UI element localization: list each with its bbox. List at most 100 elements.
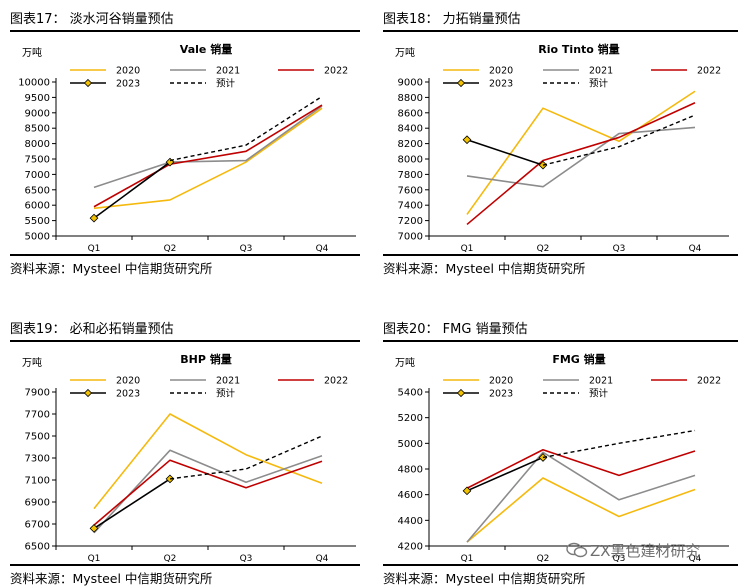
series-line-2023 xyxy=(93,161,171,219)
series-line-2020 xyxy=(466,477,696,543)
x-tick-label: Q4 xyxy=(316,554,329,562)
series-line-2020 xyxy=(93,413,323,510)
chart-rio-tinto: 万吨 Rio Tinto 销量 7000 7200 7400 7600 7800 8000 82… xyxy=(395,42,729,252)
y-tick-label: 6000 xyxy=(25,201,50,212)
legend-marker-2023 xyxy=(83,78,93,88)
series-line-2023 xyxy=(466,138,544,166)
unit-label: 万吨 xyxy=(395,356,415,369)
legend-label-2023: 2023 xyxy=(116,79,140,90)
y-tick-label: 9500 xyxy=(25,93,50,104)
y-tick-label: 8000 xyxy=(25,139,50,150)
y-tick-label: 8500 xyxy=(25,124,50,135)
bottom-rule xyxy=(10,254,360,256)
x-tick-label: Q3 xyxy=(240,554,253,562)
y-tick-label: 9000 xyxy=(398,78,423,89)
y-tick-label: 8000 xyxy=(398,155,423,166)
x-tick-label: Q4 xyxy=(689,554,702,562)
watermark: ZX黑色建材研究 xyxy=(566,540,701,561)
y-tick-label: 5500 xyxy=(25,216,50,227)
y-tick-label: 4600 xyxy=(398,490,423,501)
x-tick-label: Q1 xyxy=(461,244,474,252)
y-tick-label: 6500 xyxy=(25,185,50,196)
bottom-rule xyxy=(10,564,360,566)
legend-label-2020: 2020 xyxy=(489,66,513,77)
y-tick-label: 8400 xyxy=(398,124,423,135)
chart-bhp: 万吨 BHP 销量 6500 6700 6900 7100 7300 7500 7700 7900… xyxy=(22,352,356,562)
legend-label-2022: 2022 xyxy=(697,66,721,77)
y-tick-label: 5400 xyxy=(398,388,423,399)
y-tick-label: 7800 xyxy=(398,170,423,181)
source-note: 资料来源：Mysteel 中信期货研究所 xyxy=(10,261,213,276)
series-line-2022 xyxy=(466,102,696,226)
legend-marker-2023 xyxy=(83,388,93,398)
y-tick-label: 6900 xyxy=(25,498,50,509)
series-line-预计 xyxy=(169,95,323,162)
legend-label-预计: 预计 xyxy=(589,78,609,90)
watermark-text: ZX黑色建材研究 xyxy=(590,542,701,560)
legend-label-2020: 2020 xyxy=(116,376,140,387)
series-line-2023 xyxy=(93,478,171,530)
y-tick-label: 4800 xyxy=(398,465,423,476)
legend-label-2021: 2021 xyxy=(589,376,613,387)
data-point-2023 xyxy=(462,135,472,145)
series-line-2023 xyxy=(466,456,544,492)
x-tick-label: Q1 xyxy=(461,554,474,562)
y-tick-label: 7300 xyxy=(25,454,50,465)
figure-title: 图表20： FMG 销量预估 xyxy=(383,322,528,337)
top-rule xyxy=(383,30,738,32)
figure-title: 图表18： 力拓销量预估 xyxy=(383,12,521,27)
legend-label-2021: 2021 xyxy=(216,376,240,387)
x-tick-label: Q2 xyxy=(164,244,177,252)
y-tick-label: 8600 xyxy=(398,108,423,119)
top-rule xyxy=(10,30,360,32)
y-tick-label: 7400 xyxy=(398,201,423,212)
chart-vale: 万吨 Vale 销量 5000 5500 6000 6500 7000 7500 8000 850… xyxy=(18,42,356,252)
y-tick-label: 9000 xyxy=(25,108,50,119)
y-tick-label: 7000 xyxy=(398,232,423,243)
y-tick-label: 5200 xyxy=(398,413,423,424)
y-tick-label: 5000 xyxy=(25,232,50,243)
series-line-预计 xyxy=(169,435,323,480)
unit-label: 万吨 xyxy=(22,46,42,59)
chart-title: FMG 销量 xyxy=(552,352,605,366)
x-tick-label: Q1 xyxy=(88,554,101,562)
data-point-2023 xyxy=(462,486,472,496)
y-tick-label: 7900 xyxy=(25,388,50,399)
y-tick-label: 5000 xyxy=(398,439,423,450)
x-tick-label: Q2 xyxy=(164,554,177,562)
legend-label-2023: 2023 xyxy=(116,389,140,400)
legend-label-2020: 2020 xyxy=(116,66,140,77)
y-tick-label: 7600 xyxy=(398,185,423,196)
y-tick-label: 4200 xyxy=(398,542,423,553)
series-line-2022 xyxy=(466,448,696,489)
series-line-预计 xyxy=(542,429,696,459)
legend-label-2020: 2020 xyxy=(489,376,513,387)
legend-label-预计: 预计 xyxy=(216,78,236,90)
y-tick-label: 7500 xyxy=(25,432,50,443)
legend-label-2023: 2023 xyxy=(489,389,513,400)
chart-title: Vale 销量 xyxy=(180,42,232,56)
legend-label-预计: 预计 xyxy=(589,388,609,400)
series-line-2020 xyxy=(93,107,323,210)
y-tick-label: 8200 xyxy=(398,139,423,150)
chart-panel-bhp: 图表19： 必和必拓销量预估 万吨 BHP 销量 6500 6700 6900 7100 7… xyxy=(10,318,370,588)
legend-marker-2023 xyxy=(456,388,466,398)
series-line-2021 xyxy=(466,126,696,188)
y-tick-label: 4400 xyxy=(398,516,423,527)
x-tick-label: Q3 xyxy=(240,244,253,252)
series-line-2021 xyxy=(466,451,696,543)
bottom-rule xyxy=(383,254,738,256)
legend-marker-2023 xyxy=(456,78,466,88)
x-tick-label: Q4 xyxy=(689,244,702,252)
chart-fmg: 万吨 FMG 销量 4200 4400 4600 4800 5000 5200 5400 Q1 Q2… xyxy=(395,352,729,562)
y-tick-label: 8800 xyxy=(398,93,423,104)
x-tick-label: Q4 xyxy=(316,244,329,252)
series-line-2021 xyxy=(93,105,323,189)
data-point-2023 xyxy=(89,524,99,533)
source-note: 资料来源：Mysteel 中信期货研究所 xyxy=(383,571,586,586)
y-tick-label: 7500 xyxy=(25,155,50,166)
legend-label-2022: 2022 xyxy=(324,376,348,387)
data-point-2023 xyxy=(538,453,548,462)
unit-label: 万吨 xyxy=(395,46,415,59)
legend-label-2021: 2021 xyxy=(216,66,240,77)
